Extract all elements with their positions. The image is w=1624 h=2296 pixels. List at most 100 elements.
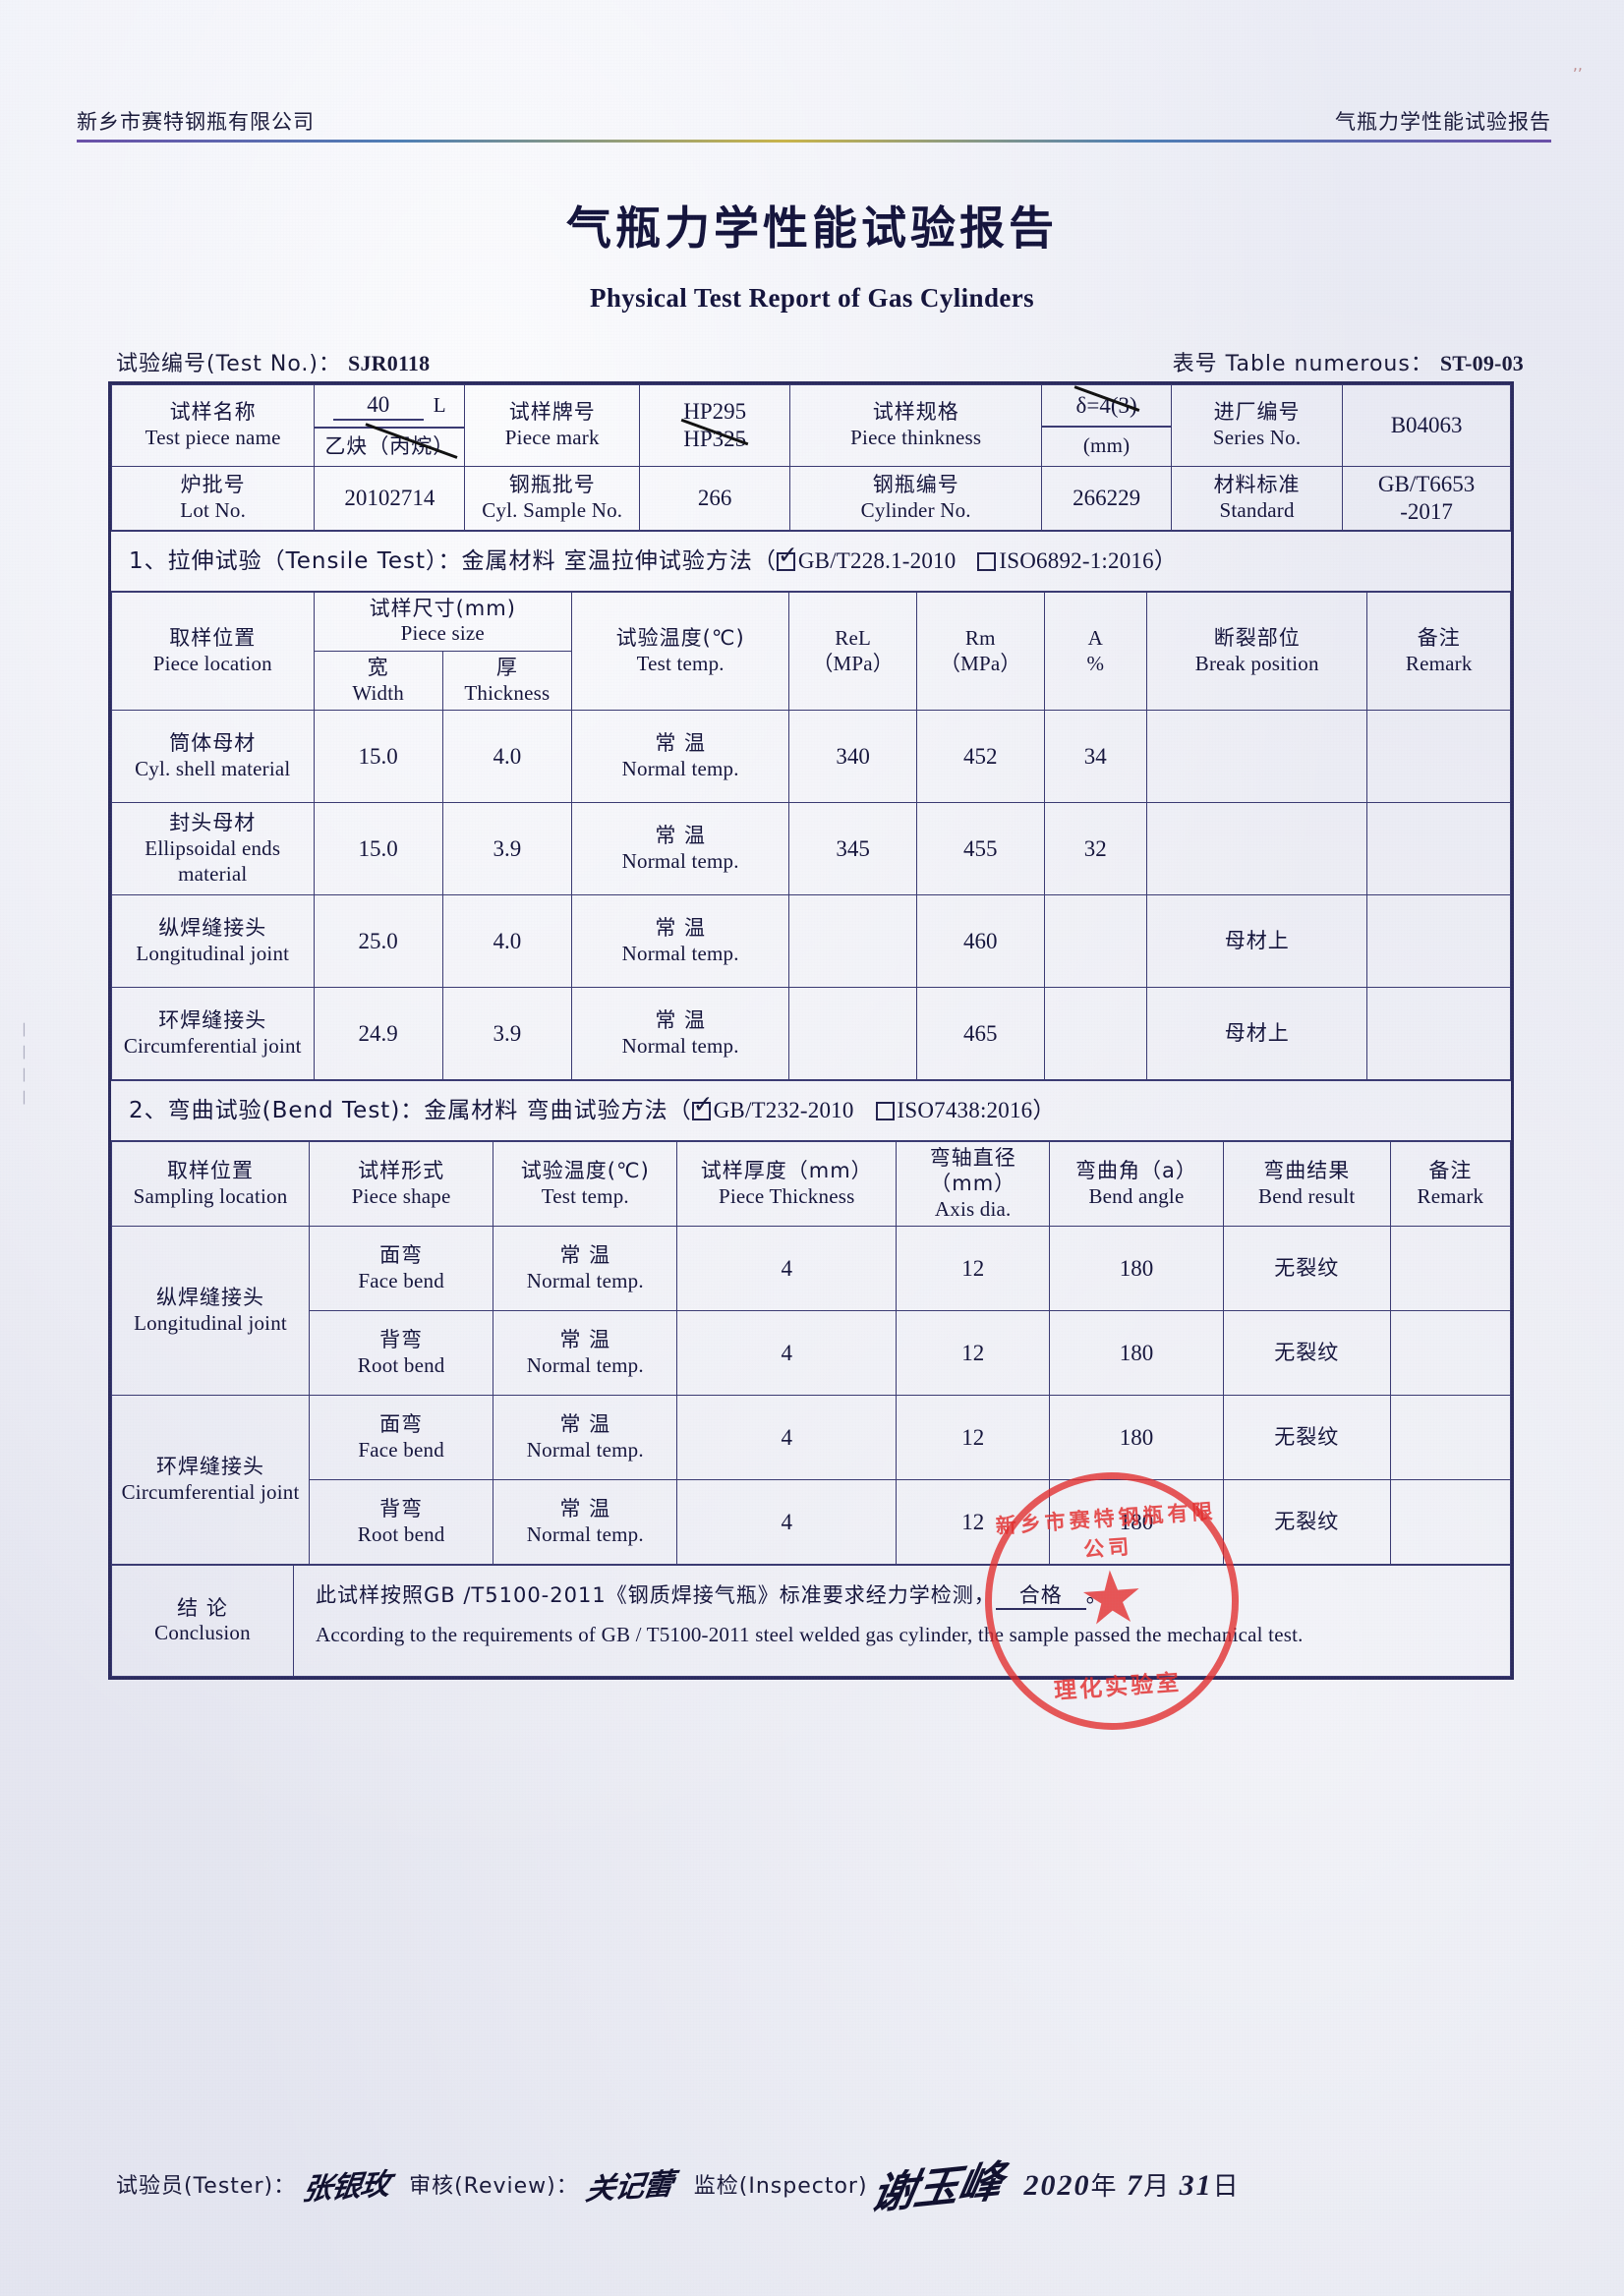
tensile-section-heading: 1、拉伸试验（Tensile Test）：金属材料 室温拉伸试验方法（ GB/T2… bbox=[111, 530, 1511, 592]
bend-row: 背弯 Root bend 常 温 Normal temp. 4 12 180 无裂纹 bbox=[112, 1479, 1512, 1566]
checkbox-iso6892-icon[interactable] bbox=[977, 551, 997, 571]
cell-standard-label: 材料标准 Standard bbox=[1170, 465, 1344, 531]
review-signature: 关记蕾 bbox=[583, 2167, 675, 2207]
delta-unit: (mm) bbox=[1082, 433, 1131, 458]
label-cn: 试验温度(℃) bbox=[520, 1159, 650, 1183]
table-no-value: ST-09-03 bbox=[1439, 351, 1524, 375]
cell-piece-thickness-label: 试样规格 Piece thinkness bbox=[789, 384, 1043, 467]
conclusion-table: 结 论 Conclusion 此试样按照GB /T5100-2011《钢质焊接气… bbox=[111, 1565, 1512, 1678]
cell-bend-remark bbox=[1389, 1226, 1512, 1312]
review-label: 审核(Review)： bbox=[409, 2174, 579, 2199]
thickness-value: 4.0 bbox=[493, 928, 522, 953]
cell-remark bbox=[1366, 802, 1511, 896]
standard-a: GB/T6653 bbox=[1377, 471, 1476, 496]
label-en: Series No. bbox=[1212, 425, 1302, 449]
label-b: （MPa） bbox=[939, 651, 1021, 675]
rm-value: 465 bbox=[963, 1020, 998, 1046]
axis-value: 12 bbox=[961, 1509, 985, 1534]
cell-bend-result: 无裂纹 bbox=[1222, 1310, 1391, 1397]
standard-b: -2017 bbox=[1400, 498, 1453, 524]
th-elongation: A % bbox=[1043, 591, 1147, 712]
tester-signature: 张银玫 bbox=[300, 2167, 392, 2207]
cell-piece-mark-label: 试样牌号 Piece mark bbox=[464, 384, 641, 467]
label-en: Piece shape bbox=[351, 1183, 451, 1208]
label-cn: 断裂部位 bbox=[1213, 625, 1301, 650]
cell-bend-remark bbox=[1389, 1395, 1512, 1481]
shape-cn: 面弯 bbox=[379, 1412, 424, 1436]
label-cn: 弯曲角（a） bbox=[1075, 1159, 1197, 1183]
cell-lot-no-label: 炉批号 Lot No. bbox=[110, 465, 316, 531]
header-doc-kind: 气瓶力学性能试验报告 bbox=[1335, 110, 1551, 134]
th-bend-remark: 备注 Remark bbox=[1389, 1141, 1512, 1228]
conclusion-label: 结 论 Conclusion bbox=[111, 1565, 294, 1678]
running-header: 新乡市赛特钢瓶有限公司 气瓶力学性能试验报告 bbox=[77, 106, 1551, 136]
temp-cn: 常 温 bbox=[559, 1243, 611, 1267]
cell-series-no-label: 进厂编号 Series No. bbox=[1170, 384, 1344, 467]
label-en: Piece Thickness bbox=[718, 1183, 855, 1208]
tensile-row: 纵焊缝接头 Longitudinal joint 25.0 4.0 常 温 Normal … bbox=[111, 894, 1511, 989]
meta-line: 试验编号(Test No.)： SJR0118 表号 Table numerou… bbox=[116, 346, 1524, 377]
checkbox-iso7438-icon[interactable] bbox=[875, 1102, 895, 1121]
info-table: 试样名称 Test piece name 40 L 乙炔（丙烷） 试样牌号 Pi… bbox=[110, 384, 1511, 531]
label-en: Thickness bbox=[464, 680, 551, 705]
checkbox-gbt232-icon[interactable] bbox=[691, 1092, 714, 1121]
cell-location: 筒体母材 Cyl. shell material bbox=[111, 710, 315, 804]
checkbox-gbt228-icon[interactable] bbox=[776, 543, 798, 571]
tensile-option-gbt228: GB/T228.1-2010 bbox=[797, 547, 957, 573]
temp-cn: 常 温 bbox=[655, 731, 706, 756]
cell-lot-no-value: 20102714 bbox=[314, 465, 466, 531]
shape-cn: 背弯 bbox=[379, 1328, 424, 1351]
label-a: Rm bbox=[964, 625, 996, 650]
cell-test-piece-name: 试样名称 Test piece name bbox=[110, 384, 316, 467]
th-axis-dia: 弯轴直径 （mm） Axis dia. bbox=[896, 1141, 1051, 1228]
cell-cylinder-no-label: 钢瓶编号 Cylinder No. bbox=[789, 465, 1043, 531]
cell-rm: 452 bbox=[915, 710, 1045, 804]
corner-smudge: ,, bbox=[1572, 55, 1583, 74]
shape-cn: 面弯 bbox=[379, 1243, 424, 1267]
cell-width: 15.0 bbox=[313, 802, 443, 896]
shape-en: Root bend bbox=[357, 1521, 445, 1546]
cell-remark bbox=[1366, 894, 1511, 989]
cell-bend-result: 无裂纹 bbox=[1222, 1395, 1391, 1481]
cell-temp: 常 温 Normal temp. bbox=[570, 894, 790, 989]
label-en: Test temp. bbox=[541, 1183, 629, 1208]
cell-break-position: 母材上 bbox=[1145, 894, 1368, 989]
bend-row: 环焊缝接头 Circumferential joint 面弯 Face bend 常 温… bbox=[110, 1395, 1512, 1566]
label-cn: 钢瓶编号 bbox=[872, 473, 959, 497]
cell-location: 环焊缝接头 Circumferential joint bbox=[111, 987, 315, 1081]
cell-remark bbox=[1366, 987, 1511, 1081]
tester-label: 试验员(Tester)： bbox=[116, 2174, 297, 2199]
result-value: 无裂纹 bbox=[1274, 1424, 1340, 1449]
bend-section-heading-table: 2、弯曲试验(Bend Test)：金属材料 弯曲试验方法（ GB/T232-20… bbox=[111, 1080, 1511, 1142]
cell-width: 24.9 bbox=[313, 987, 443, 1081]
location-cn: 环焊缝接头 bbox=[158, 1008, 267, 1033]
axis-value: 12 bbox=[961, 1424, 985, 1450]
conclusion-en: According to the requirements of GB / T5… bbox=[315, 1622, 1304, 1646]
th-bend-test-temp: 试验温度(℃) Test temp. bbox=[493, 1141, 678, 1228]
label-en: Width bbox=[352, 680, 404, 705]
temp-cn: 常 温 bbox=[655, 824, 706, 848]
width-value: 24.9 bbox=[358, 1020, 398, 1046]
label-en: Axis dia. bbox=[934, 1196, 1012, 1221]
cell-piece-thickness-value: δ=4(3) (mm) bbox=[1041, 384, 1172, 467]
label-en: Test piece name bbox=[145, 425, 281, 449]
width-value: 15.0 bbox=[358, 835, 398, 861]
label-cn: 钢瓶批号 bbox=[508, 473, 596, 497]
cell-axis-dia: 12 bbox=[896, 1310, 1051, 1397]
cell-rm: 460 bbox=[915, 894, 1045, 989]
label-cn: 弯曲结果 bbox=[1263, 1159, 1351, 1183]
thickness-value: 3.9 bbox=[493, 835, 522, 861]
location-en: Circumferential joint bbox=[123, 1033, 302, 1058]
signature-footer: 试验员(Tester)： 张银玫 审核(Review)： 关记蕾 监检(Insp… bbox=[116, 2152, 1532, 2218]
cell-temp: 常 温 Normal temp. bbox=[570, 802, 790, 896]
volume-fill: 40 L bbox=[315, 385, 465, 430]
cell-bend-temp: 常 温 Normal temp. bbox=[493, 1310, 678, 1397]
temp-en: Normal temp. bbox=[526, 1268, 644, 1292]
label-en: Conclusion bbox=[154, 1621, 251, 1645]
th-rel: ReL （MPa） bbox=[788, 591, 917, 712]
a-value: 32 bbox=[1083, 835, 1107, 861]
label-cn: 备注 bbox=[1428, 1159, 1473, 1183]
label-cn: 试样厚度（mm） bbox=[700, 1159, 873, 1183]
report-frame: 试样名称 Test piece name 40 L 乙炔（丙烷） 试样牌号 Pi… bbox=[108, 381, 1514, 1681]
th-rm: Rm （MPa） bbox=[915, 591, 1045, 712]
